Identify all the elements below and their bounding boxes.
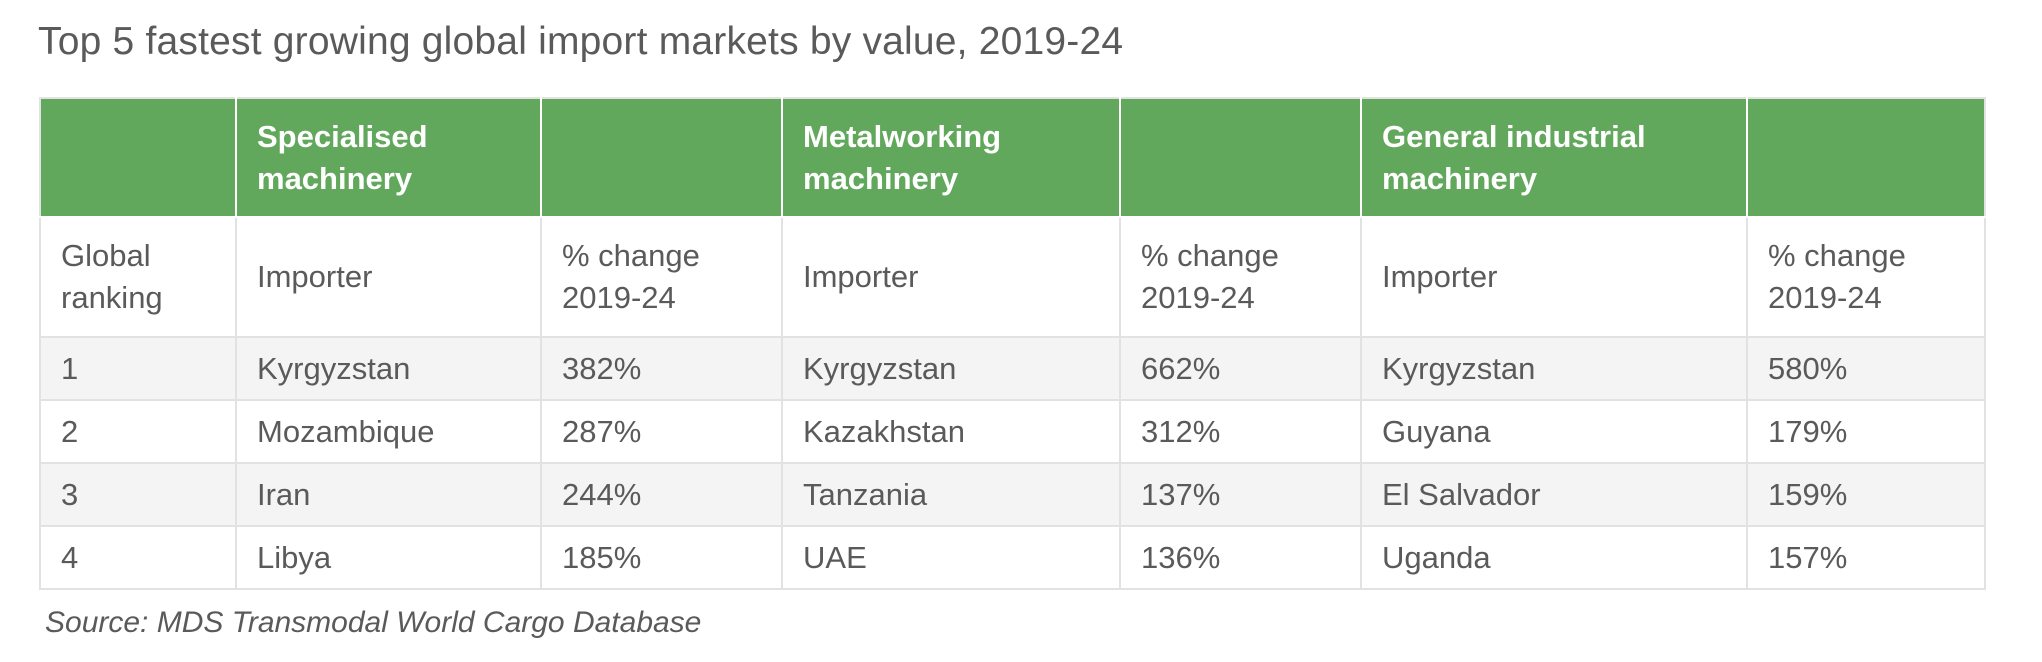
header-specialised-machinery: Specialised machinery — [235, 97, 542, 218]
importer-cell: El Salvador — [1360, 462, 1748, 527]
col-header-change: % change 2019-24 — [1746, 216, 1986, 338]
importer-cell: Uganda — [1360, 525, 1748, 590]
change-cell: 580% — [1746, 336, 1986, 401]
col-header-importer: Importer — [1360, 216, 1748, 338]
importer-cell: Mozambique — [235, 399, 542, 464]
import-markets-table: Specialised machinery Metalworking machi… — [39, 97, 1986, 590]
importer-cell: Kyrgyzstan — [781, 336, 1121, 401]
rank-cell: 2 — [39, 399, 237, 464]
importer-cell: UAE — [781, 525, 1121, 590]
change-cell: 157% — [1746, 525, 1986, 590]
page-title: Top 5 fastest growing global import mark… — [38, 20, 1124, 63]
change-cell: 662% — [1119, 336, 1362, 401]
importer-cell: Iran — [235, 462, 542, 527]
header-cell-blank — [540, 97, 783, 218]
category-header-row: Specialised machinery Metalworking machi… — [39, 97, 1986, 218]
col-header-importer: Importer — [235, 216, 542, 338]
table-row: 4 Libya 185% UAE 136% Uganda 157% — [39, 525, 1986, 590]
header-cell-blank — [1746, 97, 1986, 218]
col-header-change: % change 2019-24 — [540, 216, 783, 338]
table-row: 2 Mozambique 287% Kazakhstan 312% Guyana… — [39, 399, 1986, 464]
change-cell: 137% — [1119, 462, 1362, 527]
change-cell: 136% — [1119, 525, 1362, 590]
header-general-industrial-machinery: General industrial machinery — [1360, 97, 1748, 218]
change-cell: 382% — [540, 336, 783, 401]
importer-cell: Kazakhstan — [781, 399, 1121, 464]
header-metalworking-machinery: Metalworking machinery — [781, 97, 1121, 218]
importer-cell: Tanzania — [781, 462, 1121, 527]
change-cell: 185% — [540, 525, 783, 590]
rank-cell: 3 — [39, 462, 237, 527]
rank-cell: 4 — [39, 525, 237, 590]
change-cell: 159% — [1746, 462, 1986, 527]
change-cell: 179% — [1746, 399, 1986, 464]
col-header-change: % change 2019-24 — [1119, 216, 1362, 338]
rank-cell: 1 — [39, 336, 237, 401]
change-cell: 312% — [1119, 399, 1362, 464]
importer-cell: Guyana — [1360, 399, 1748, 464]
change-cell: 287% — [540, 399, 783, 464]
importer-cell: Kyrgyzstan — [1360, 336, 1748, 401]
table-row: 3 Iran 244% Tanzania 137% El Salvador 15… — [39, 462, 1986, 527]
source-note: Source: MDS Transmodal World Cargo Datab… — [45, 606, 702, 639]
col-header-importer: Importer — [781, 216, 1121, 338]
importer-cell: Libya — [235, 525, 542, 590]
col-header-global-ranking: Global ranking — [39, 216, 237, 338]
change-cell: 244% — [540, 462, 783, 527]
header-cell-blank — [1119, 97, 1362, 218]
column-header-row: Global ranking Importer % change 2019-24… — [39, 216, 1986, 338]
table-row: 1 Kyrgyzstan 382% Kyrgyzstan 662% Kyrgyz… — [39, 336, 1986, 401]
header-cell-blank — [39, 97, 237, 218]
importer-cell: Kyrgyzstan — [235, 336, 542, 401]
